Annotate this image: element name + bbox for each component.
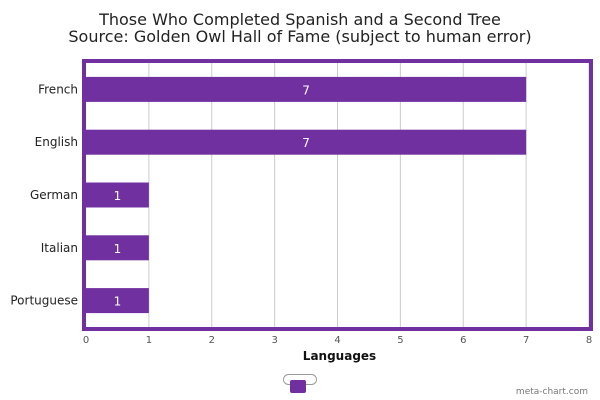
bar-german — [86, 182, 149, 208]
category-label: French — [38, 82, 78, 96]
x-tick-label: 0 — [83, 335, 89, 346]
data-label: 7 — [302, 136, 310, 150]
x-tick-label: 7 — [523, 335, 529, 346]
bar-italian — [86, 235, 149, 261]
data-label: 1 — [114, 189, 122, 203]
bar-english — [86, 129, 527, 155]
category-label: German — [30, 188, 78, 202]
data-label: 1 — [114, 242, 122, 256]
category-label: Italian — [41, 241, 78, 255]
x-tick-label: 3 — [271, 335, 277, 346]
chart-subtitle: Source: Golden Owl Hall of Fame (subject… — [68, 27, 532, 46]
bar-french — [86, 76, 527, 102]
x-tick-label: 2 — [209, 335, 215, 346]
plot-frame — [82, 59, 593, 331]
watermark: meta-chart.com — [515, 387, 588, 397]
chart-title: Those Who Completed Spanish and a Second… — [99, 10, 501, 29]
x-tick-label: 5 — [397, 335, 403, 346]
category-label: English — [35, 135, 78, 149]
x-tick-label: 1 — [146, 335, 152, 346]
x-tick-label: 8 — [586, 335, 592, 346]
x-axis-label: Languages — [303, 349, 376, 363]
data-label: 7 — [302, 83, 310, 97]
data-label: 1 — [114, 295, 122, 309]
x-tick-label: 4 — [334, 335, 340, 346]
x-tick-label: 6 — [460, 335, 466, 346]
legend-swatch[interactable] — [290, 380, 306, 393]
bar-portuguese — [86, 288, 149, 314]
category-label: Portuguese — [10, 294, 78, 308]
